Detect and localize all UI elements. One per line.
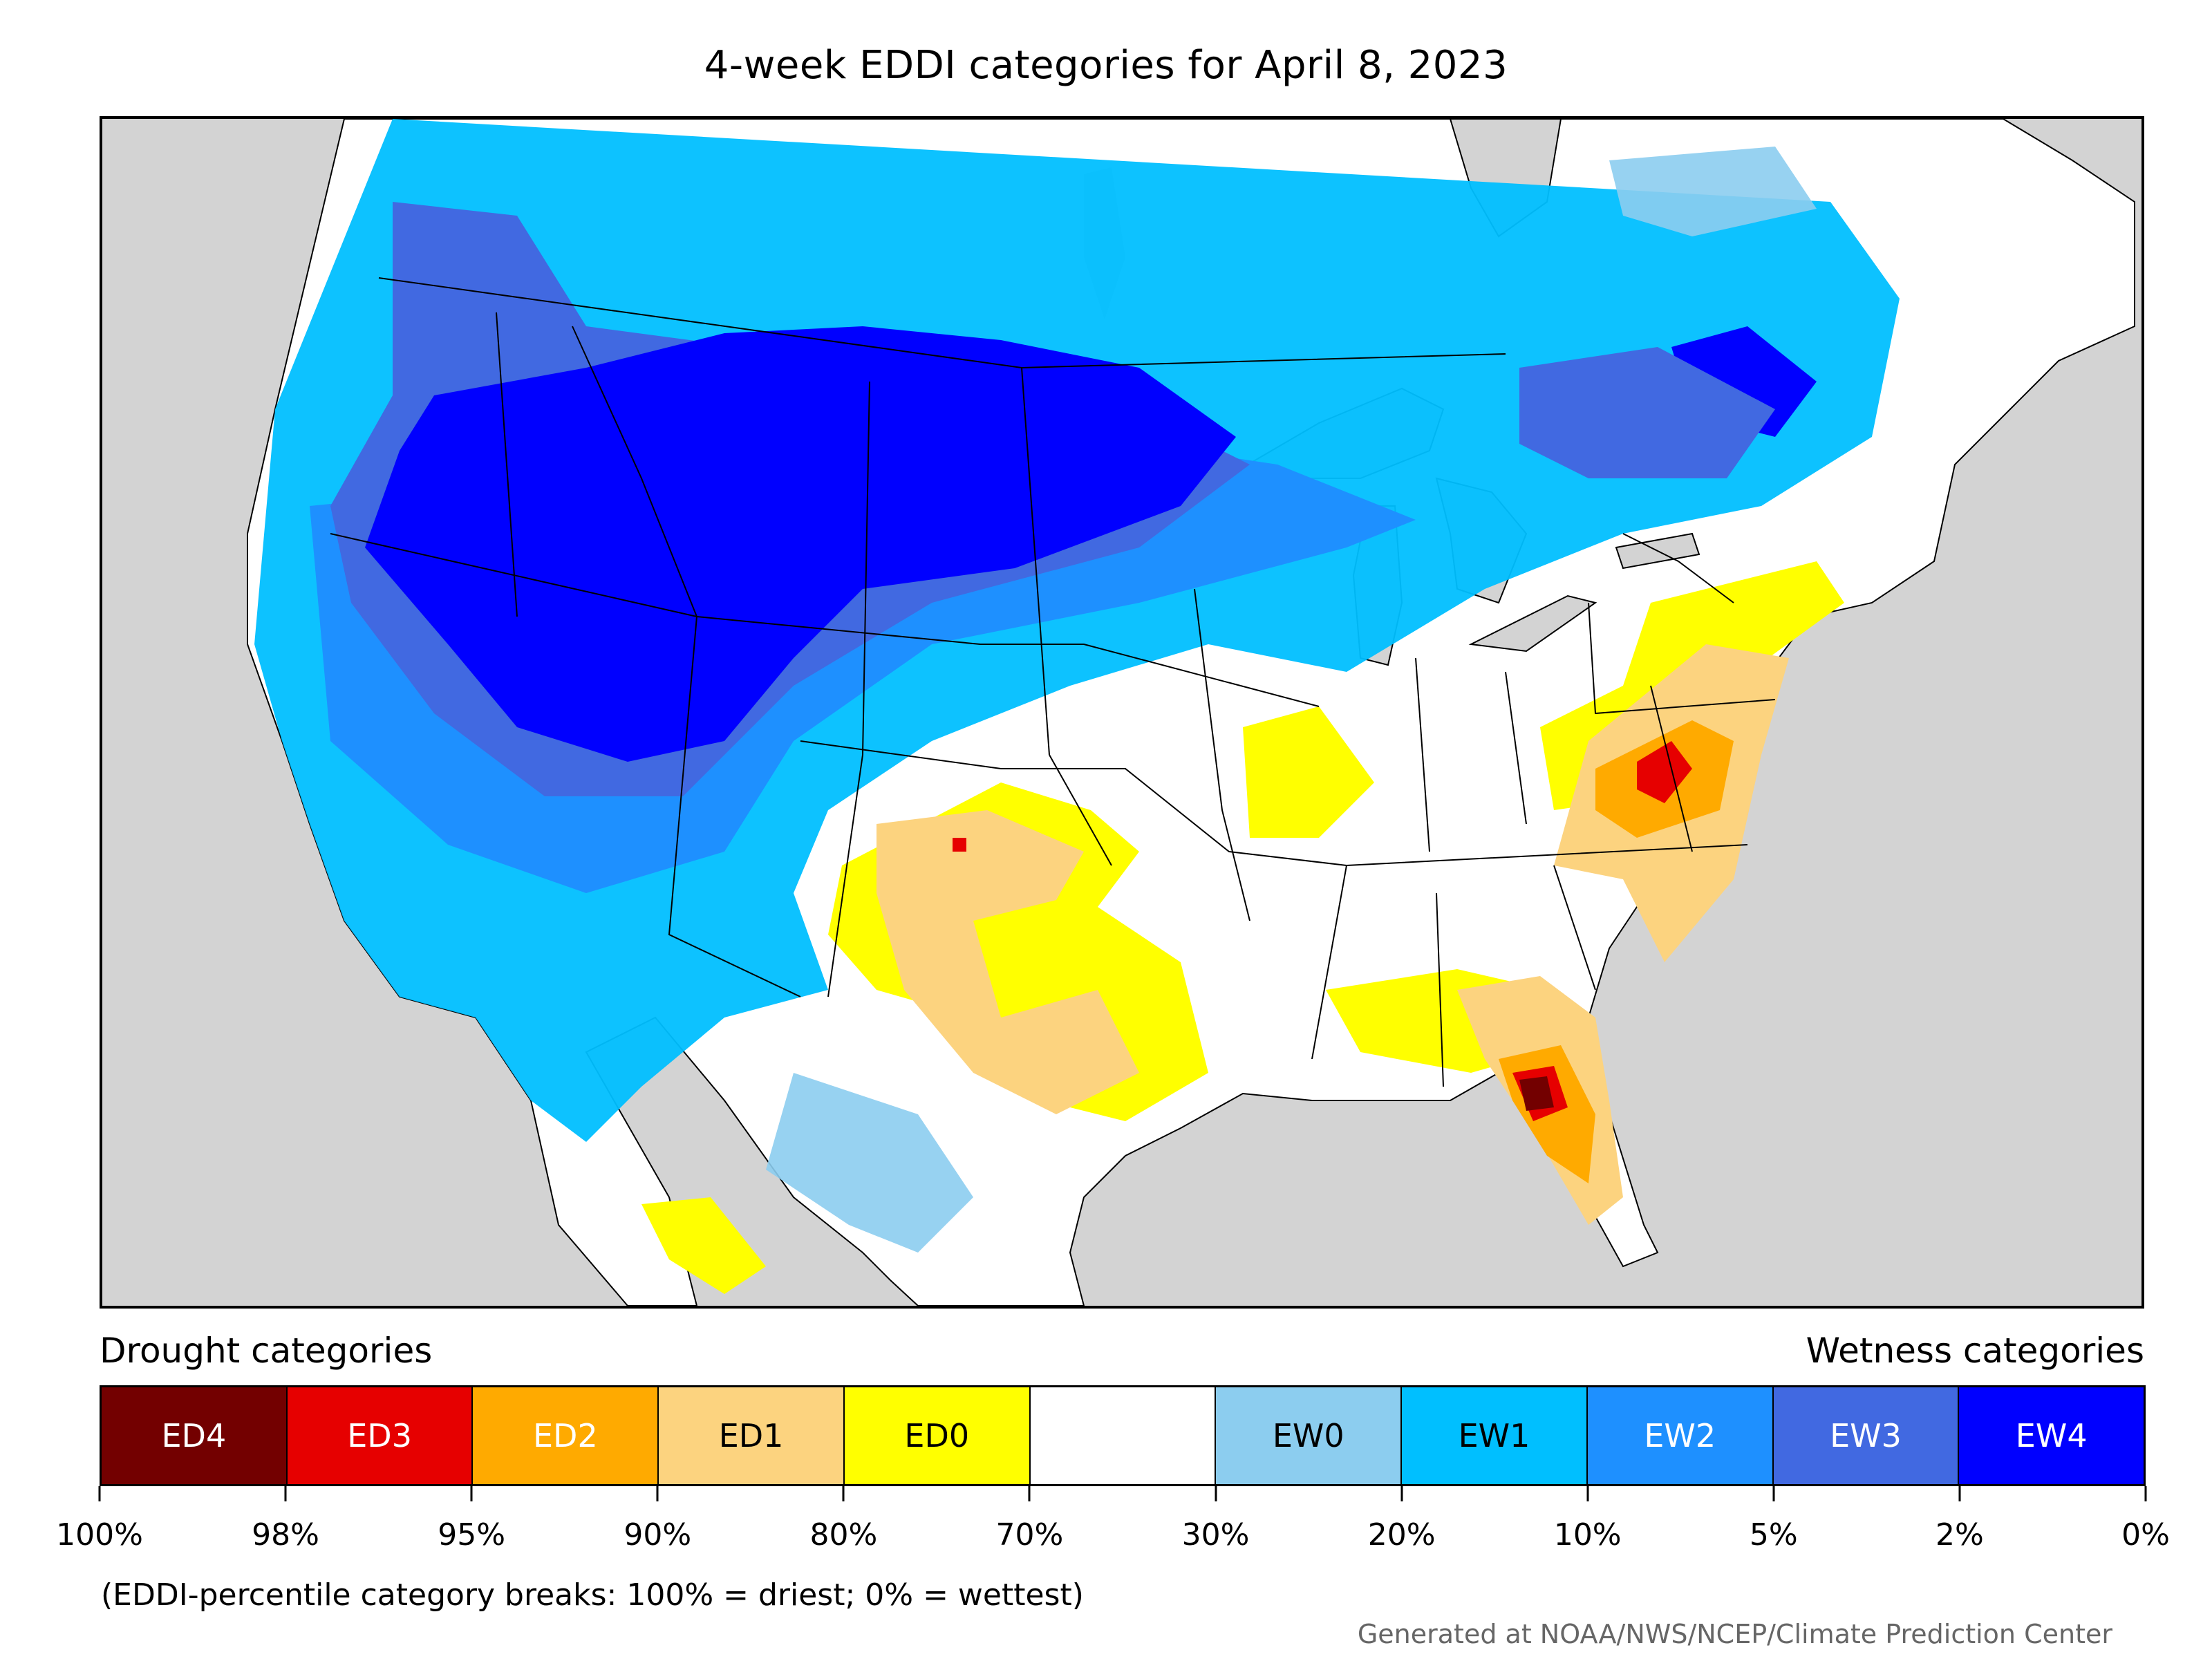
map-title: 4-week EDDI categories for April 8, 2023 <box>704 43 1508 88</box>
drought-categories-title: Drought categories <box>100 1331 433 1371</box>
colorbar-tick <box>1028 1486 1031 1501</box>
colorbar-segment-ew0: EW0 <box>1216 1387 1403 1484</box>
colorbar-segment-ew2: EW2 <box>1587 1387 1774 1484</box>
colorbar-tick <box>1772 1486 1775 1501</box>
lake-erie <box>1468 594 1597 653</box>
state-borders <box>330 277 1776 1087</box>
colorbar-tick <box>98 1486 101 1501</box>
colorbar-segment-ed2: ED2 <box>473 1387 659 1484</box>
eddi-map <box>100 116 2144 1309</box>
colorbar-segment-neutral <box>1030 1387 1217 1484</box>
colorbar-segment-ed1: ED1 <box>659 1387 845 1484</box>
colorbar-tick-label: 20% <box>1367 1517 1436 1553</box>
colorbar-tick-label: 2% <box>1936 1517 1984 1553</box>
colorbar-tick-label: 10% <box>1553 1517 1622 1553</box>
category-colorbar: ED4 ED3 ED2 ED1 ED0 EW0 EW1 EW2 EW3 EW4 <box>100 1385 2146 1486</box>
colorbar-tick-label: 5% <box>1749 1517 1798 1553</box>
colorbar-tick <box>2144 1486 2147 1501</box>
map-canvas <box>247 119 2135 1306</box>
colorbar-tick <box>1586 1486 1589 1501</box>
ew0-region-ne <box>1609 147 1817 236</box>
colorbar-ticks <box>98 1486 2147 1507</box>
ed4-region-florida <box>1519 1076 1554 1111</box>
ew0-region <box>766 1073 973 1253</box>
category-footnote: (EDDI-percentile category breaks: 100% =… <box>101 1577 1084 1613</box>
colorbar-segment-ed3: ED3 <box>287 1387 474 1484</box>
colorbar-tick-label: 80% <box>809 1517 878 1553</box>
colorbar-tick <box>1400 1486 1403 1501</box>
colorbar-tick <box>1215 1486 1217 1501</box>
colorbar-segment-ew4: EW4 <box>1959 1387 2144 1484</box>
colorbar-tick <box>284 1486 287 1501</box>
ed0-region-midwest <box>1243 706 1374 838</box>
colorbar-tick <box>842 1486 845 1501</box>
colorbar-tick-label: 30% <box>1181 1517 1250 1553</box>
ed3-spot-plains <box>953 838 966 852</box>
colorbar-segment-ed4: ED4 <box>102 1387 288 1484</box>
colorbar-tick-label: 100% <box>56 1517 143 1553</box>
ew4-region <box>365 326 1236 762</box>
colorbar-segment-ed0: ED0 <box>844 1387 1031 1484</box>
ed3-region-virginia <box>1637 741 1692 803</box>
colorbar-segment-ew3: EW3 <box>1773 1387 1960 1484</box>
colorbar-tick-label: 70% <box>995 1517 1064 1553</box>
colorbar-tick <box>1958 1486 1961 1501</box>
ed0-region-mexico <box>641 1197 766 1294</box>
ew3-region-ne <box>1519 347 1775 478</box>
colorbar-tick-label: 0% <box>2121 1517 2170 1553</box>
colorbar-segment-ew1: EW1 <box>1402 1387 1588 1484</box>
wetness-categories-title: Wetness categories <box>1806 1331 2144 1371</box>
colorbar-tick-label: 90% <box>624 1517 692 1553</box>
colorbar-tick <box>470 1486 473 1501</box>
colorbar-tick-label: 98% <box>252 1517 319 1553</box>
ed1-region-plains <box>877 810 1139 1114</box>
colorbar-tick-label: 95% <box>438 1517 506 1553</box>
colorbar-tick <box>656 1486 659 1501</box>
credit-line: Generated at NOAA/NWS/NCEP/Climate Predi… <box>1357 1619 2112 1649</box>
